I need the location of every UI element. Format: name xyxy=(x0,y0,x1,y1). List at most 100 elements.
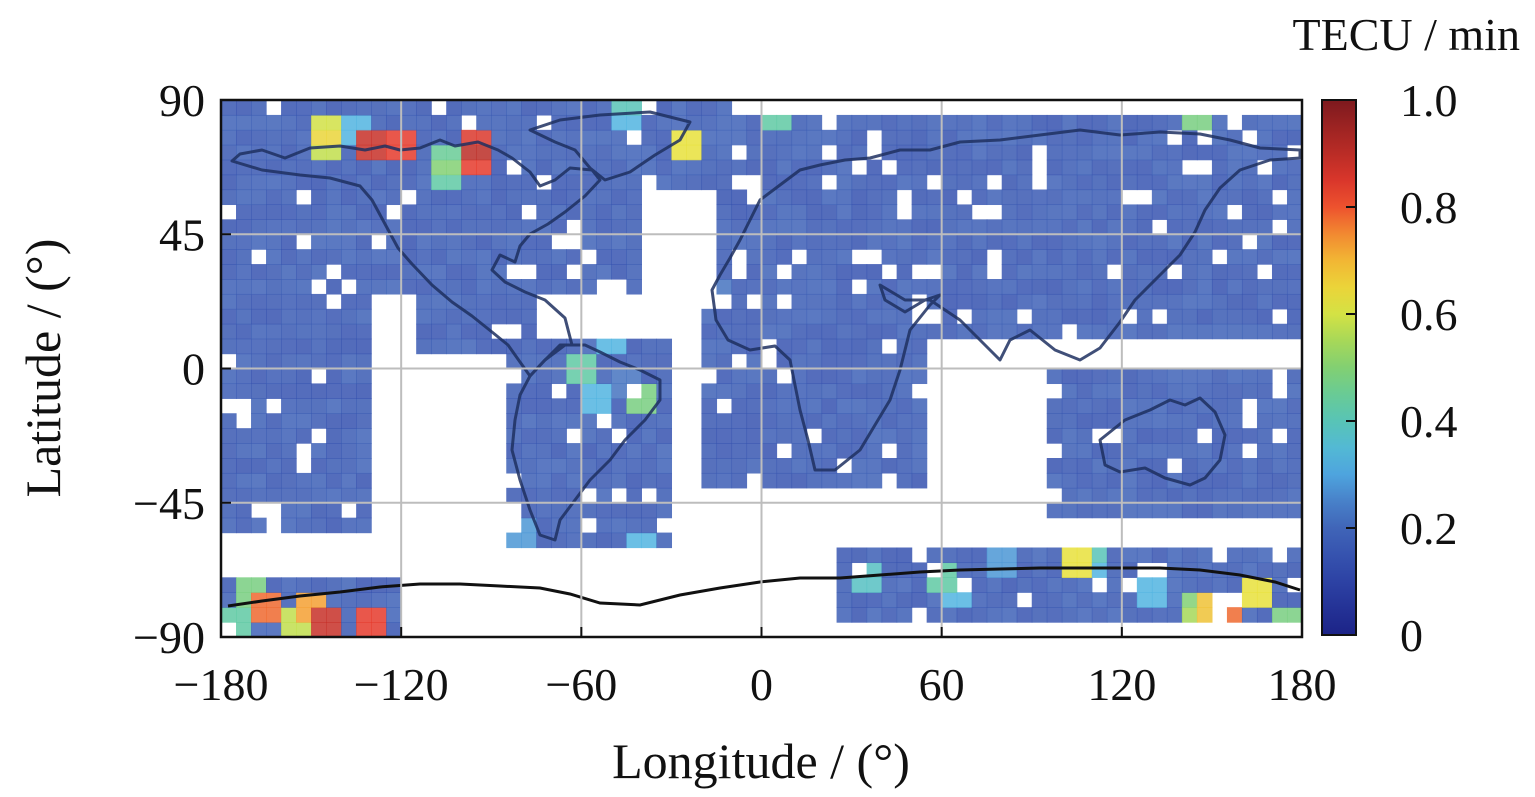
heatmap-cell xyxy=(611,159,627,176)
heatmap-cell xyxy=(626,219,642,235)
heatmap-cell xyxy=(1181,249,1198,265)
heatmap-cell xyxy=(1061,547,1078,564)
heatmap-cell xyxy=(581,443,597,459)
heatmap-cell xyxy=(266,189,282,206)
heatmap-cell xyxy=(626,368,642,385)
heatmap-cell xyxy=(296,577,312,593)
heatmap-cell xyxy=(791,264,808,280)
heatmap-cell xyxy=(566,487,582,504)
heatmap-cell xyxy=(1226,502,1243,519)
heatmap-cell xyxy=(581,458,597,474)
heatmap-cell xyxy=(791,144,808,161)
heatmap-cell xyxy=(896,472,913,489)
heatmap-cell xyxy=(416,338,432,355)
heatmap-cell xyxy=(371,114,387,131)
heatmap-cell xyxy=(281,114,297,131)
heatmap-cell xyxy=(611,338,627,355)
heatmap-cell xyxy=(1001,204,1018,220)
heatmap-cell xyxy=(761,264,778,280)
heatmap-cell xyxy=(761,472,778,489)
heatmap-cell xyxy=(941,547,958,564)
heatmap-cell xyxy=(1001,279,1018,295)
heatmap-cell xyxy=(506,532,522,549)
heatmap-cell xyxy=(896,398,913,414)
heatmap-cell xyxy=(221,100,237,116)
heatmap-cell xyxy=(806,383,823,399)
heatmap-cell xyxy=(341,129,357,146)
heatmap-cell xyxy=(311,517,327,534)
heatmap-cell xyxy=(1001,323,1018,340)
heatmap-cell xyxy=(281,607,297,623)
heatmap-cell xyxy=(1271,443,1288,459)
heatmap-cell xyxy=(686,144,703,161)
heatmap-cell xyxy=(1001,577,1018,593)
heatmap-cell xyxy=(266,487,282,504)
heatmap-cell xyxy=(1001,144,1018,161)
heatmap-cell xyxy=(1151,383,1168,399)
heatmap-cell xyxy=(356,383,372,399)
heatmap-cell xyxy=(1016,547,1033,564)
heatmap-cell xyxy=(866,174,883,191)
heatmap-cell xyxy=(266,114,282,131)
heatmap-cell xyxy=(1241,487,1258,504)
heatmap-cell xyxy=(911,234,928,250)
heatmap-cell xyxy=(956,174,973,191)
heatmap-cell xyxy=(626,443,642,459)
heatmap-cell xyxy=(761,323,778,340)
heatmap-cell xyxy=(1031,189,1048,206)
heatmap-cell xyxy=(1121,592,1138,608)
heatmap-cell xyxy=(236,174,252,191)
heatmap-cell xyxy=(761,144,778,161)
heatmap-cell xyxy=(536,159,552,176)
heatmap-cell xyxy=(1196,577,1213,593)
heatmap-cell xyxy=(1226,398,1243,414)
heatmap-cell xyxy=(1046,234,1063,250)
heatmap-cell xyxy=(896,607,913,623)
heatmap-cell xyxy=(1241,264,1258,280)
heatmap-cell xyxy=(836,234,853,250)
heatmap-cell xyxy=(611,100,627,116)
heatmap-cell xyxy=(311,487,327,504)
heatmap-cell xyxy=(401,100,417,116)
heatmap-cell xyxy=(1046,174,1063,191)
heatmap-cell xyxy=(971,249,988,265)
heatmap-cell xyxy=(1286,159,1302,176)
heatmap-cell xyxy=(296,129,312,146)
heatmap-cell xyxy=(521,308,537,325)
heatmap-cell xyxy=(1136,204,1153,220)
heatmap-cell xyxy=(1121,159,1138,176)
heatmap-cell xyxy=(1241,577,1258,593)
heatmap-cell xyxy=(1151,279,1168,295)
colorbar-tick-label: 0.4 xyxy=(1400,396,1458,447)
heatmap-cell xyxy=(776,234,793,250)
heatmap-cell xyxy=(551,204,567,220)
heatmap-cell xyxy=(851,398,868,414)
heatmap-cell xyxy=(656,443,673,459)
heatmap-cell xyxy=(866,368,883,385)
heatmap-cell xyxy=(581,532,597,549)
heatmap-cell xyxy=(356,114,372,131)
heatmap-cell xyxy=(1196,458,1213,474)
heatmap-cell xyxy=(491,100,507,116)
heatmap-cell xyxy=(656,458,673,474)
heatmap-cell xyxy=(221,114,237,131)
heatmap-cell xyxy=(971,577,988,593)
heatmap-cell xyxy=(416,100,432,116)
heatmap-cell xyxy=(1211,204,1228,220)
heatmap-cell xyxy=(1091,487,1108,504)
heatmap-cell xyxy=(581,189,597,206)
heatmap-cell xyxy=(1121,264,1138,280)
heatmap-cell xyxy=(866,234,883,250)
heatmap-cell xyxy=(476,114,492,131)
heatmap-cell xyxy=(1286,383,1302,399)
heatmap-cell xyxy=(1256,279,1273,295)
heatmap-cell xyxy=(1061,428,1078,444)
heatmap-cell xyxy=(1031,308,1048,325)
heatmap-cell xyxy=(911,428,928,444)
heatmap-cell xyxy=(491,159,507,176)
heatmap-cell xyxy=(371,159,387,176)
heatmap-cell xyxy=(761,279,778,295)
heatmap-cell xyxy=(761,129,778,146)
heatmap-cell xyxy=(626,487,642,504)
heatmap-cell xyxy=(1166,428,1183,444)
